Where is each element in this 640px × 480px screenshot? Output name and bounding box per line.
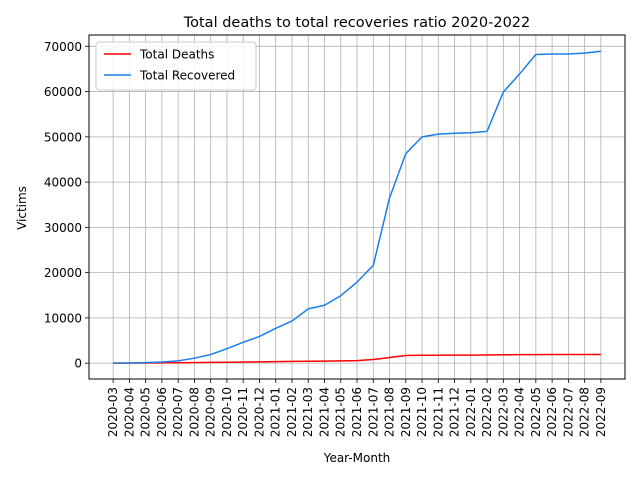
x-tick-label: 2020-07 <box>171 387 185 437</box>
y-axis-title: Victims <box>15 186 29 230</box>
x-tick-label: 2022-05 <box>529 387 543 437</box>
x-tick-label: 2022-08 <box>578 387 592 437</box>
y-axis: 0 10000 20000 30000 40000 50000 60000 70000 <box>44 40 89 371</box>
legend-label: Total Deaths <box>139 48 214 62</box>
x-tick-label: 2022-09 <box>594 387 608 437</box>
x-tick-label: 2021-11 <box>431 387 445 437</box>
x-tick-label: 2021-08 <box>383 387 397 437</box>
x-tick-label: 2021-04 <box>317 387 331 437</box>
series-line <box>113 50 601 364</box>
x-tick-label: 2022-07 <box>561 387 575 437</box>
x-tick-label: 2021-02 <box>285 387 299 437</box>
y-tick-label: 10000 <box>44 311 82 325</box>
grid <box>89 35 625 379</box>
x-tick-label: 2022-03 <box>496 387 510 437</box>
x-tick-label: 2022-06 <box>545 387 559 437</box>
y-tick-label: 70000 <box>44 40 82 54</box>
x-tick-label: 2020-11 <box>236 387 250 437</box>
x-tick-label: 2020-12 <box>252 387 266 437</box>
y-tick-label: 30000 <box>44 221 82 235</box>
x-tick-label: 2022-02 <box>480 387 494 437</box>
x-tick-label: 2021-01 <box>269 387 283 437</box>
y-tick-label: 0 <box>74 357 82 371</box>
legend-box <box>95 41 257 91</box>
y-tick-label: 20000 <box>44 266 82 280</box>
x-tick-label: 2020-08 <box>187 387 201 437</box>
series-lines <box>113 50 601 364</box>
chart-title: Total deaths to total recoveries ratio 2… <box>183 15 531 31</box>
x-tick-label: 2022-04 <box>513 387 527 437</box>
x-tick-label: 2021-07 <box>366 387 380 437</box>
x-tick-label: 2020-09 <box>204 387 218 437</box>
legend: Total Deaths Total Recovered <box>95 41 257 91</box>
x-tick-label: 2020-04 <box>122 387 136 437</box>
x-tick-label: 2020-03 <box>106 387 120 437</box>
x-axis-title: Year-Month <box>323 451 391 465</box>
x-tick-label: 2021-10 <box>415 387 429 437</box>
y-tick-label: 60000 <box>44 85 82 99</box>
x-axis: 2020-03 2020-04 2020-05 2020-06 2020-07 2020-… <box>106 379 608 437</box>
x-tick-label: 2021-09 <box>399 387 413 437</box>
x-tick-label: 2022-01 <box>464 387 478 437</box>
x-tick-label: 2021-06 <box>350 387 364 437</box>
x-tick-label: 2021-05 <box>334 387 348 437</box>
series-line <box>113 353 601 364</box>
x-tick-label: 2020-05 <box>139 387 153 437</box>
x-tick-label: 2021-12 <box>448 387 462 437</box>
x-tick-label: 2020-10 <box>220 387 234 437</box>
y-tick-label: 50000 <box>44 130 82 144</box>
y-tick-label: 40000 <box>44 176 82 190</box>
x-tick-label: 2021-03 <box>301 387 315 437</box>
legend-label: Total Recovered <box>139 69 235 83</box>
x-tick-label: 2020-06 <box>155 387 169 437</box>
